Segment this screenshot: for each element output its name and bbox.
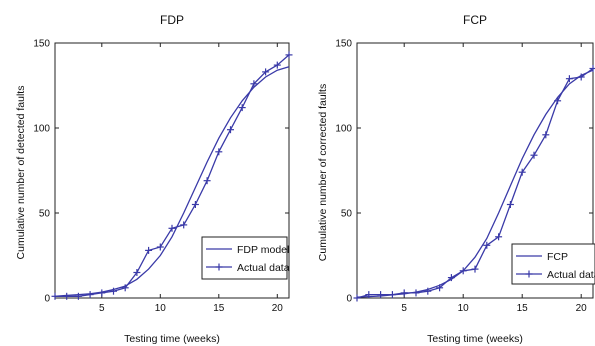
chart-fdp-y-tick-label: 50 xyxy=(39,209,51,220)
chart-fcp-x-tick-label: 20 xyxy=(576,303,588,314)
chart-fdp-x-tick-label: 10 xyxy=(155,303,167,314)
chart-fcp-y-axis-label: Cumulative number of corrected faults xyxy=(317,84,329,261)
chart-fdp-y-tick-label: 0 xyxy=(44,294,50,305)
chart-fcp-y-tick-label: 100 xyxy=(335,124,352,135)
legend-label: FCP xyxy=(547,251,568,263)
chart-fcp-x-tick-label: 10 xyxy=(458,303,470,314)
chart-fdp-x-tick-label: 20 xyxy=(272,303,284,314)
chart-fcp-legend: FCP Actual data xyxy=(512,244,595,284)
chart-fdp-x-tick-label: 15 xyxy=(213,303,225,314)
legend-label: FDP model xyxy=(237,244,289,256)
chart-fcp-x-tick-label: 15 xyxy=(517,303,529,314)
chart-fdp-x-tick-label: 5 xyxy=(99,303,105,314)
chart-fcp-title: FCP xyxy=(463,13,487,27)
legend-label: Actual data xyxy=(547,269,595,281)
legend-label: Actual data xyxy=(237,262,290,274)
chart-fcp-y-tick-label: 150 xyxy=(335,39,352,50)
chart-fdp-y-tick-label: 150 xyxy=(33,39,50,50)
chart-fdp-y-tick-label: 100 xyxy=(33,124,50,135)
chart-fcp-x-axis-label: Testing time (weeks) xyxy=(427,333,523,345)
chart-fcp-x-tick-label: 5 xyxy=(401,303,407,314)
chart-fcp-y-tick-label: 50 xyxy=(341,209,353,220)
chart-fdp-legend: FDP model Actual data xyxy=(202,237,290,279)
chart-fcp-y-tick-label: 0 xyxy=(346,294,352,305)
chart-fdp-y-axis-label: Cumulative number of detected faults xyxy=(15,86,27,260)
chart-fdp-x-axis-label: Testing time (weeks) xyxy=(124,333,220,345)
chart-fdp-title: FDP xyxy=(160,13,184,27)
